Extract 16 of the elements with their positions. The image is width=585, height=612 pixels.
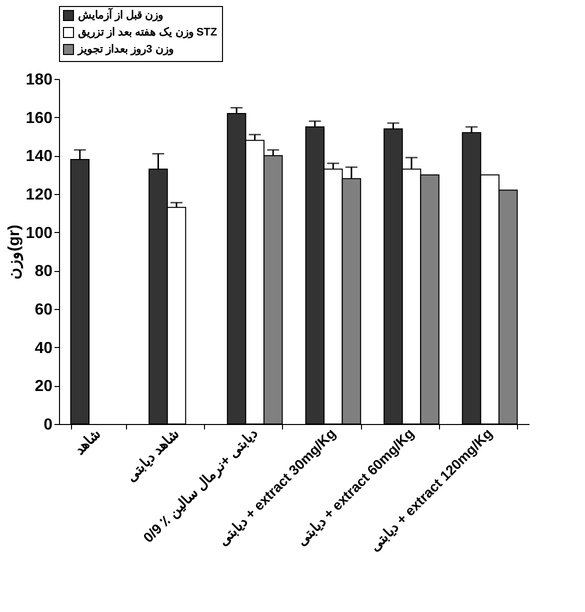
y-tick-label: 80 [34,263,53,280]
y-tick-label: 0 [44,416,53,434]
y-tick-label: 40 [34,340,53,357]
legend-label: وزن 3روز بعداز تجویز [77,44,174,56]
y-tick-label: 100 [26,224,53,242]
y-axis-title: وزن(gr) [6,224,24,280]
y-tick-label: 20 [34,378,53,396]
y-tick-label: 140 [26,148,53,166]
y-tick-label: 120 [26,186,53,204]
legend-label: وزن قبل از آزمایش [78,8,164,22]
x-tick-label: شاهد دیابتی [122,425,182,484]
y-tick-label: 160 [26,110,53,127]
x-tick-label: شاهد [71,425,104,458]
legend-label: وزن یک هفته بعد از تزریق STZ [78,26,218,38]
y-tick-label: 180 [26,72,53,88]
y-tick-label: 60 [34,302,53,318]
